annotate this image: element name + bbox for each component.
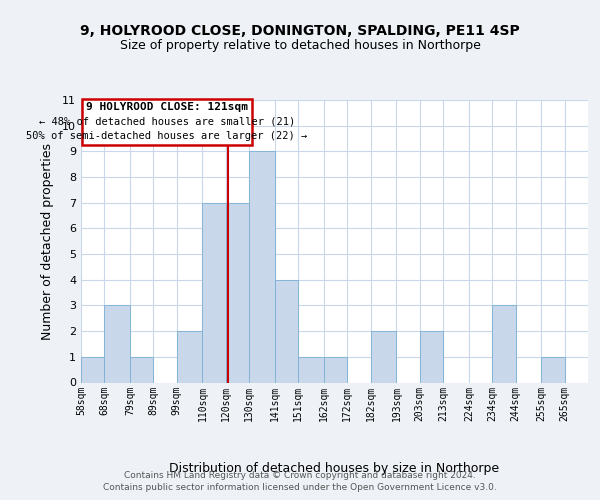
Bar: [202, 202, 226, 382]
Bar: [420, 331, 443, 382]
Text: 9, HOLYROOD CLOSE, DONINGTON, SPALDING, PE11 4SP: 9, HOLYROOD CLOSE, DONINGTON, SPALDING, …: [80, 24, 520, 38]
Bar: [275, 280, 298, 382]
Text: 50% of semi-detached houses are larger (22) →: 50% of semi-detached houses are larger (…: [26, 132, 307, 141]
Bar: [249, 152, 275, 382]
FancyBboxPatch shape: [82, 98, 251, 145]
Bar: [104, 306, 130, 382]
Text: Size of property relative to detached houses in Northorpe: Size of property relative to detached ho…: [119, 38, 481, 52]
Text: Contains public sector information licensed under the Open Government Licence v3: Contains public sector information licen…: [103, 484, 497, 492]
Text: Contains HM Land Registry data © Crown copyright and database right 2024.: Contains HM Land Registry data © Crown c…: [124, 472, 476, 480]
Y-axis label: Number of detached properties: Number of detached properties: [41, 143, 54, 340]
Bar: [226, 202, 249, 382]
Bar: [298, 357, 324, 382]
Bar: [81, 357, 104, 382]
Bar: [492, 306, 515, 382]
Bar: [177, 331, 202, 382]
Bar: [541, 357, 565, 382]
X-axis label: Distribution of detached houses by size in Northorpe: Distribution of detached houses by size …: [169, 462, 500, 475]
Text: 9 HOLYROOD CLOSE: 121sqm: 9 HOLYROOD CLOSE: 121sqm: [86, 102, 248, 112]
Bar: [371, 331, 397, 382]
Bar: [324, 357, 347, 382]
Text: ← 48% of detached houses are smaller (21): ← 48% of detached houses are smaller (21…: [39, 116, 295, 126]
Bar: [130, 357, 154, 382]
